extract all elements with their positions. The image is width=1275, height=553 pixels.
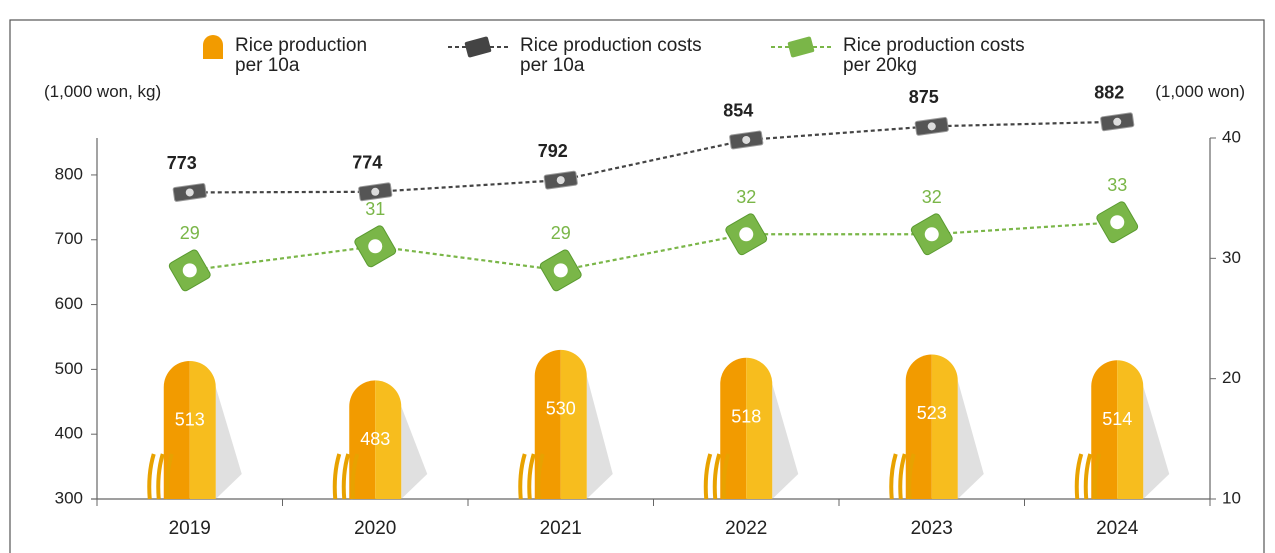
wheat-icon (706, 454, 711, 499)
bar-right (932, 354, 958, 499)
legend-swatch (464, 36, 491, 58)
value-label: 882 (1094, 83, 1124, 103)
marker-icon (739, 227, 753, 241)
marker-icon (742, 136, 750, 144)
bar-right (190, 361, 216, 499)
marker-icon (1110, 215, 1124, 229)
x-tick-label: 2019 (169, 518, 211, 539)
bar-shadow (587, 376, 613, 499)
wheat-icon (149, 454, 154, 499)
page: 300 400 500 600 700 800 10 20 30 40 2019 2020 2021 20… (0, 0, 1275, 553)
wheat-icon (900, 454, 905, 499)
wheat-icon (1077, 454, 1082, 499)
legend-swatch (787, 36, 814, 58)
wheat-icon (520, 454, 525, 499)
marker-icon (183, 263, 197, 277)
wheat-icon (1086, 454, 1091, 499)
value-label: 33 (1107, 175, 1127, 195)
marker-icon (557, 176, 565, 184)
value-label: 31 (365, 199, 385, 219)
wheat-icon (344, 454, 349, 499)
y-unit: (1,000 won, kg) (44, 82, 161, 102)
y2-unit: (1,000 won) (1155, 82, 1245, 102)
bar-shadow (216, 387, 242, 499)
x-tick-label: 2024 (1096, 518, 1139, 539)
bar-right (1117, 360, 1143, 499)
bar (1091, 360, 1143, 499)
legend-entry: Rice production costs per 10a (520, 36, 702, 76)
marker-icon (368, 239, 382, 253)
value-label: 530 (546, 399, 576, 419)
value-label: 32 (736, 187, 756, 207)
value-label: 773 (167, 153, 197, 173)
bar-shadow (772, 384, 798, 499)
value-label: 483 (360, 429, 390, 449)
x-tick-label: 2022 (725, 518, 767, 539)
marker-icon (928, 122, 936, 130)
wheat-icon (715, 454, 720, 499)
bar-shadow (1143, 386, 1169, 499)
value-label: 523 (917, 403, 947, 423)
y2-tick-label: 40 (1222, 127, 1241, 146)
y-tick-label: 700 (55, 229, 83, 248)
marker-icon (925, 227, 939, 241)
y-tick-label: 800 (55, 164, 83, 183)
line (190, 122, 1118, 193)
marker-icon (186, 188, 194, 196)
legend-swatch (203, 35, 223, 59)
value-label: 32 (922, 187, 942, 207)
x-tick-label: 2020 (354, 518, 396, 539)
bar (906, 354, 958, 499)
x-tick-label: 2023 (911, 518, 953, 539)
y2-tick-label: 20 (1222, 368, 1241, 387)
y-tick-label: 600 (55, 294, 83, 313)
wheat-icon (335, 454, 340, 499)
y-tick-label: 400 (55, 424, 83, 443)
value-label: 518 (731, 406, 761, 426)
y-tick-label: 300 (55, 488, 83, 507)
y2-tick-label: 30 (1222, 248, 1241, 267)
value-label: 29 (551, 223, 571, 243)
wheat-icon (158, 454, 163, 499)
legend-entry: Rice production costs per 20kg (843, 36, 1025, 76)
value-label: 29 (180, 223, 200, 243)
y2-tick-label: 10 (1222, 488, 1241, 507)
bar (720, 358, 772, 499)
legend-entry: Rice production per 10a (235, 36, 367, 76)
value-label: 854 (723, 101, 753, 121)
marker-icon (554, 263, 568, 277)
x-tick-label: 2021 (540, 518, 582, 539)
value-label: 774 (352, 153, 382, 173)
bar (535, 350, 587, 499)
bar-shadow (958, 380, 984, 499)
wheat-icon (529, 454, 534, 499)
wheat-icon (891, 454, 896, 499)
value-label: 514 (1102, 409, 1132, 429)
bar-right (746, 358, 772, 499)
line (190, 222, 1118, 270)
value-label: 875 (909, 87, 939, 107)
value-label: 513 (175, 410, 205, 430)
y-tick-label: 500 (55, 359, 83, 378)
marker-icon (371, 188, 379, 196)
bar-shadow (401, 406, 427, 499)
bar-right (561, 350, 587, 499)
marker-icon (1113, 118, 1121, 126)
value-label: 792 (538, 141, 568, 161)
chart: 300 400 500 600 700 800 10 20 30 40 2019 2020 2021 20… (0, 0, 1275, 553)
bar (164, 361, 216, 499)
